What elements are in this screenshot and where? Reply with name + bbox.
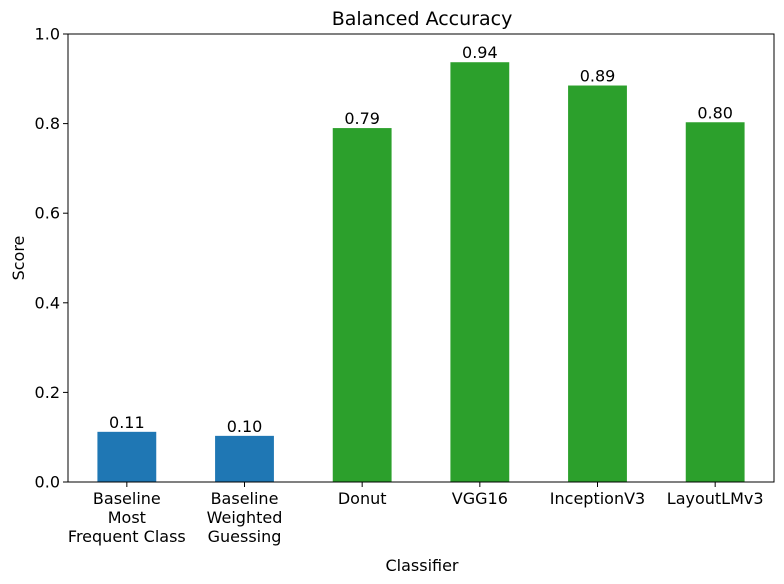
chart-title: Balanced Accuracy [332, 8, 513, 30]
bar-value-label: 0.89 [580, 67, 616, 86]
x-tick-label: Weighted [207, 508, 283, 527]
y-tick-label: 0.8 [35, 114, 60, 133]
x-tick-label: LayoutLMv3 [667, 489, 764, 508]
bar-value-label: 0.11 [109, 413, 145, 432]
y-tick-label: 1.0 [35, 25, 60, 44]
bar [97, 431, 157, 482]
y-tick-label: 0.6 [35, 204, 60, 223]
bar-value-label: 0.10 [227, 417, 263, 436]
bar-value-label: 0.80 [697, 103, 733, 122]
x-tick-label: VGG16 [452, 489, 508, 508]
bar [332, 128, 392, 482]
bar-value-label: 0.94 [462, 43, 498, 62]
plot-frame [67, 33, 775, 483]
x-axis-label: Classifier [385, 556, 458, 575]
x-tick-label: Baseline [211, 489, 279, 508]
bar [568, 85, 627, 483]
x-tick-label: Baseline [93, 489, 161, 508]
bar [215, 435, 274, 482]
y-axis: 0.0 0.2 0.4 0.6 0.8 1.0 [35, 25, 68, 492]
y-tick-label: 0.2 [35, 383, 60, 402]
bars-group: 0.11 0.10 0.79 0.94 0.89 0.80 [97, 43, 745, 483]
y-tick-label: 0.4 [35, 293, 60, 312]
bar-value-label: 0.79 [344, 109, 380, 128]
y-axis-label: Score [9, 236, 28, 281]
x-tick-label: Frequent Class [68, 527, 186, 546]
x-tick-label: Most [108, 508, 146, 527]
x-tick-label: Guessing [208, 527, 282, 546]
y-tick-label: 0.0 [35, 473, 60, 492]
x-tick-label: Donut [338, 489, 387, 508]
bar [450, 62, 510, 482]
bar [685, 122, 745, 483]
x-tick-label: InceptionV3 [550, 489, 645, 508]
